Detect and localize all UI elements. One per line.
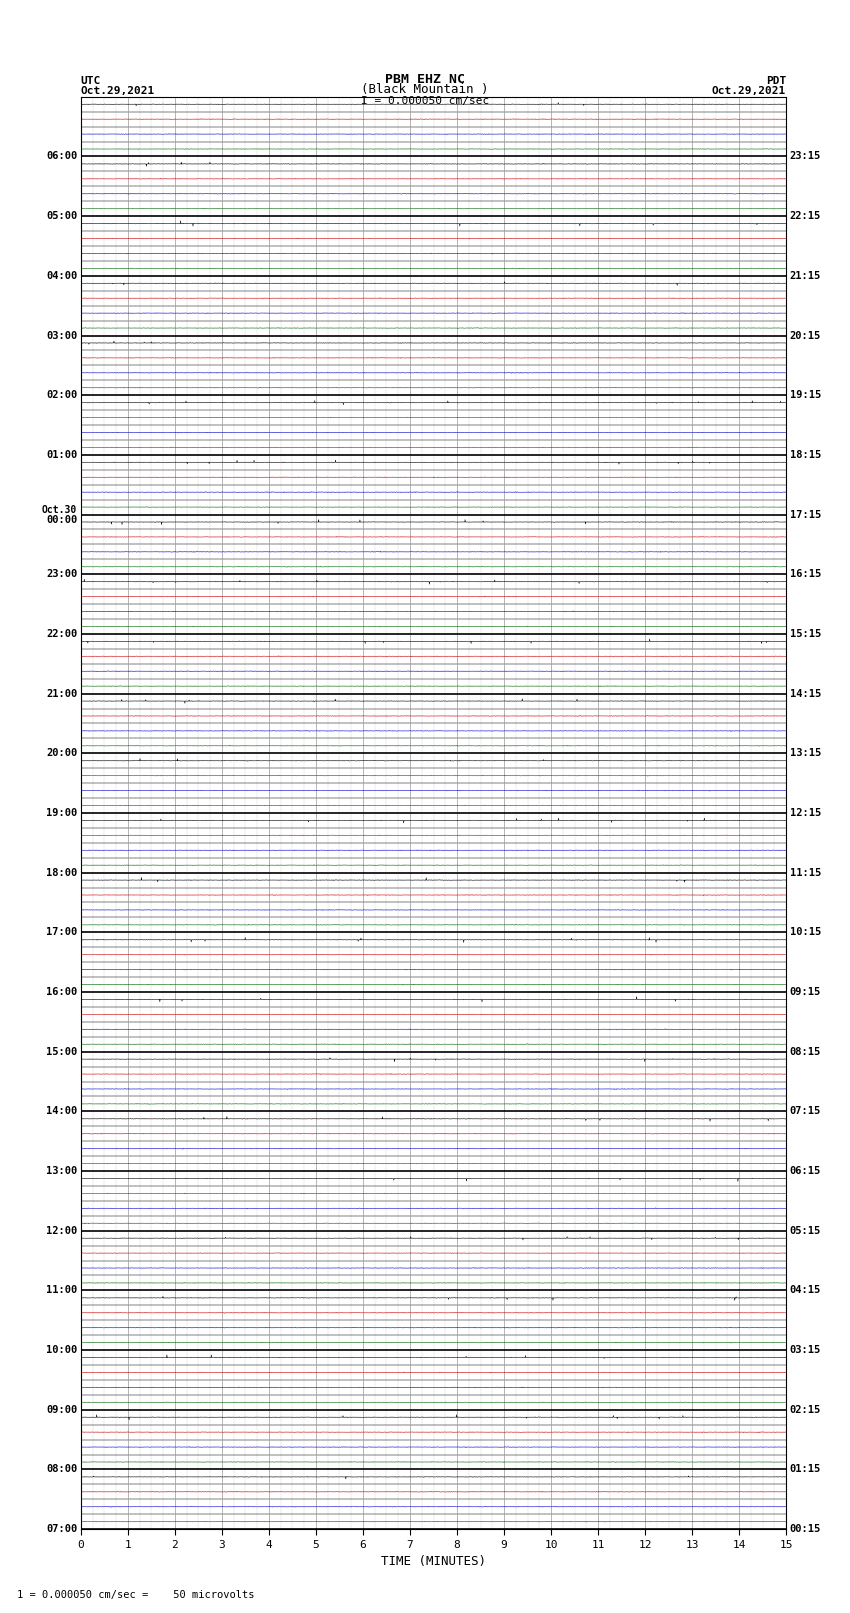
Text: 19:00: 19:00 (46, 808, 77, 818)
Text: 02:00: 02:00 (46, 390, 77, 400)
Text: 22:00: 22:00 (46, 629, 77, 639)
Text: 10:00: 10:00 (46, 1345, 77, 1355)
Text: 16:15: 16:15 (790, 569, 821, 579)
Text: 21:00: 21:00 (46, 689, 77, 698)
Text: I = 0.000050 cm/sec: I = 0.000050 cm/sec (361, 95, 489, 106)
Text: 1 = 0.000050 cm/sec =    50 microvolts: 1 = 0.000050 cm/sec = 50 microvolts (17, 1590, 254, 1600)
Text: 04:15: 04:15 (790, 1286, 821, 1295)
Text: 11:00: 11:00 (46, 1286, 77, 1295)
Text: 04:00: 04:00 (46, 271, 77, 281)
Text: 09:15: 09:15 (790, 987, 821, 997)
Text: 07:00: 07:00 (46, 1524, 77, 1534)
Text: 13:00: 13:00 (46, 1166, 77, 1176)
Text: 11:15: 11:15 (790, 868, 821, 877)
Text: 12:00: 12:00 (46, 1226, 77, 1236)
Text: 23:00: 23:00 (46, 569, 77, 579)
Text: 18:15: 18:15 (790, 450, 821, 460)
Text: 09:00: 09:00 (46, 1405, 77, 1415)
Text: 02:15: 02:15 (790, 1405, 821, 1415)
Text: 22:15: 22:15 (790, 211, 821, 221)
Text: 17:00: 17:00 (46, 927, 77, 937)
Text: 08:15: 08:15 (790, 1047, 821, 1057)
Text: 23:15: 23:15 (790, 152, 821, 161)
Text: Oct.29,2021: Oct.29,2021 (81, 85, 155, 97)
Text: 03:15: 03:15 (790, 1345, 821, 1355)
Text: Oct.29,2021: Oct.29,2021 (712, 85, 786, 97)
Text: 08:00: 08:00 (46, 1465, 77, 1474)
Text: 18:00: 18:00 (46, 868, 77, 877)
Text: Oct.30: Oct.30 (42, 505, 77, 515)
Text: 00:00: 00:00 (46, 515, 77, 524)
Text: 01:15: 01:15 (790, 1465, 821, 1474)
Text: 05:15: 05:15 (790, 1226, 821, 1236)
Text: 03:00: 03:00 (46, 331, 77, 340)
Text: UTC: UTC (81, 76, 101, 85)
Text: 16:00: 16:00 (46, 987, 77, 997)
Text: 06:00: 06:00 (46, 152, 77, 161)
Text: 15:00: 15:00 (46, 1047, 77, 1057)
Text: 19:15: 19:15 (790, 390, 821, 400)
Text: 01:00: 01:00 (46, 450, 77, 460)
Text: 13:15: 13:15 (790, 748, 821, 758)
Text: 20:15: 20:15 (790, 331, 821, 340)
Text: 21:15: 21:15 (790, 271, 821, 281)
Text: 12:15: 12:15 (790, 808, 821, 818)
X-axis label: TIME (MINUTES): TIME (MINUTES) (381, 1555, 486, 1568)
Text: 14:00: 14:00 (46, 1107, 77, 1116)
Text: 07:15: 07:15 (790, 1107, 821, 1116)
Text: (Black Mountain ): (Black Mountain ) (361, 82, 489, 97)
Text: 15:15: 15:15 (790, 629, 821, 639)
Text: PBM EHZ NC: PBM EHZ NC (385, 73, 465, 85)
Text: 10:15: 10:15 (790, 927, 821, 937)
Text: 06:15: 06:15 (790, 1166, 821, 1176)
Text: 05:00: 05:00 (46, 211, 77, 221)
Text: 00:15: 00:15 (790, 1524, 821, 1534)
Text: PDT: PDT (766, 76, 786, 85)
Text: 14:15: 14:15 (790, 689, 821, 698)
Text: 20:00: 20:00 (46, 748, 77, 758)
Text: 17:15: 17:15 (790, 510, 821, 519)
